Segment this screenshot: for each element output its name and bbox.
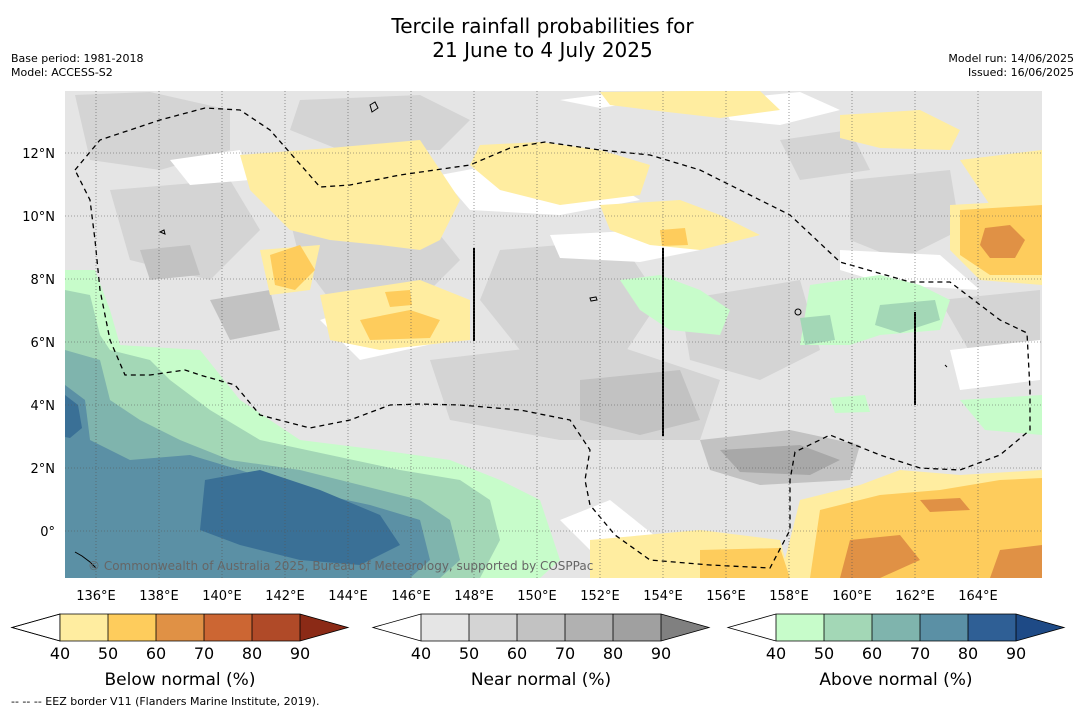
model-label: Model: ACCESS-S2: [11, 66, 113, 79]
legend-swatch: [10, 613, 61, 642]
legend-tick: 90: [651, 644, 671, 663]
base-period-label: Base period: 1981-2018: [11, 52, 144, 65]
legend-swatch: [728, 614, 776, 641]
legend-swatch: [517, 614, 565, 641]
legend-tick: 90: [1006, 644, 1026, 663]
legend-tick: 60: [862, 644, 882, 663]
legend-swatch: [872, 614, 920, 641]
legend-tick: 70: [910, 644, 930, 663]
legend-swatch: [373, 614, 421, 641]
legend-tick: 90: [290, 644, 310, 663]
model-run-label: Model run: 14/06/2025: [948, 52, 1074, 65]
legend-tick: 60: [507, 644, 527, 663]
legend-swatch: [824, 614, 872, 641]
eez-borders: [74, 107, 1031, 569]
legend-tick: 80: [958, 644, 978, 663]
lon-label: 140°E: [202, 589, 242, 604]
latitude-labels: 12°N 10°N 8°N 6°N 4°N 2°N 0°: [22, 147, 55, 540]
run-info: Model run: 14/06/2025 Issued: 16/06/2025: [948, 52, 1074, 80]
lon-label: 146°E: [391, 589, 431, 604]
legend-tick: 70: [555, 644, 575, 663]
copyright-text: © Commonwealth of Australia 2025, Bureau…: [88, 559, 593, 573]
legend-swatch: [204, 614, 252, 641]
lon-label: 142°E: [265, 589, 305, 604]
legend-swatch: [920, 614, 968, 641]
lon-label: 138°E: [139, 589, 179, 604]
lon-label: 158°E: [769, 589, 809, 604]
legend-below-normal: 40 50 60 70 80 90 Below normal (%): [10, 613, 350, 690]
legend-tick: 40: [411, 644, 431, 663]
legend-tick: 50: [814, 644, 834, 663]
legend-tick: 70: [194, 644, 214, 663]
near-normal-70-areas: [720, 445, 840, 475]
legend-tick: 80: [603, 644, 623, 663]
legend-tick: 60: [146, 644, 166, 663]
above-normal-80-areas: [65, 395, 400, 565]
legend-swatch: [469, 614, 517, 641]
lon-label: 156°E: [706, 589, 746, 604]
legend-swatch: [421, 614, 469, 641]
legend-swatch: [661, 614, 709, 641]
legend-swatch: [968, 614, 1016, 641]
lon-label: 136°E: [76, 589, 116, 604]
lon-label: 148°E: [454, 589, 494, 604]
legend-swatch: [613, 614, 661, 641]
eez-footnote: -- -- -- EEZ border V11 (Flanders Marine…: [11, 695, 320, 708]
lat-label: 0°: [40, 525, 55, 540]
legend-tick: 40: [766, 644, 786, 663]
issued-label: Issued: 16/06/2025: [967, 66, 1074, 79]
longitude-labels: 136°E 138°E 140°E 142°E 144°E 146°E 148°…: [76, 589, 998, 604]
legend-swatch: [565, 614, 613, 641]
legend-tick: 40: [50, 644, 70, 663]
model-info: Base period: 1981-2018 Model: ACCESS-S2: [11, 52, 143, 80]
probability-field: © Commonwealth of Australia 2025, Bureau…: [65, 91, 1042, 578]
map-title: Tercile rainfall probabilities for 21 Ju…: [0, 14, 1085, 62]
lat-label: 12°N: [22, 147, 55, 162]
lon-label: 152°E: [580, 589, 620, 604]
map-grid: [65, 91, 1042, 578]
legend-swatch: [300, 614, 348, 641]
coastlines: [74, 101, 948, 569]
legend-title: Below normal (%): [105, 670, 256, 690]
below-normal-60-areas: [840, 225, 1042, 578]
lat-label: 4°N: [31, 399, 56, 414]
title-line-1: Tercile rainfall probabilities for: [391, 14, 694, 38]
lon-label: 154°E: [643, 589, 683, 604]
legend-tick: 80: [242, 644, 262, 663]
legend-near-normal: 40 50 60 70 80 90 Near normal (%): [371, 613, 711, 690]
legend-swatch: [108, 614, 156, 641]
lat-label: 8°N: [31, 273, 56, 288]
title-line-2: 21 June to 4 July 2025: [432, 38, 653, 62]
legend-swatch: [60, 614, 108, 641]
lon-label: 162°E: [895, 589, 935, 604]
legend-tick: 50: [459, 644, 479, 663]
lon-label: 164°E: [958, 589, 998, 604]
legend-swatch: [252, 614, 300, 641]
legend-title: Above normal (%): [819, 670, 972, 690]
lon-label: 160°E: [832, 589, 872, 604]
lat-label: 10°N: [22, 210, 55, 225]
legend-above-normal: 40 50 60 70 80 90 Above normal (%): [726, 613, 1066, 690]
legend-swatch: [776, 614, 824, 641]
lon-label: 150°E: [517, 589, 557, 604]
lat-label: 2°N: [31, 462, 56, 477]
legend-swatch: [1016, 614, 1064, 641]
lon-label: 144°E: [328, 589, 368, 604]
legend-swatch: [156, 614, 204, 641]
legend-title: Near normal (%): [471, 670, 611, 690]
lat-label: 6°N: [31, 336, 56, 351]
legend-tick: 50: [98, 644, 118, 663]
